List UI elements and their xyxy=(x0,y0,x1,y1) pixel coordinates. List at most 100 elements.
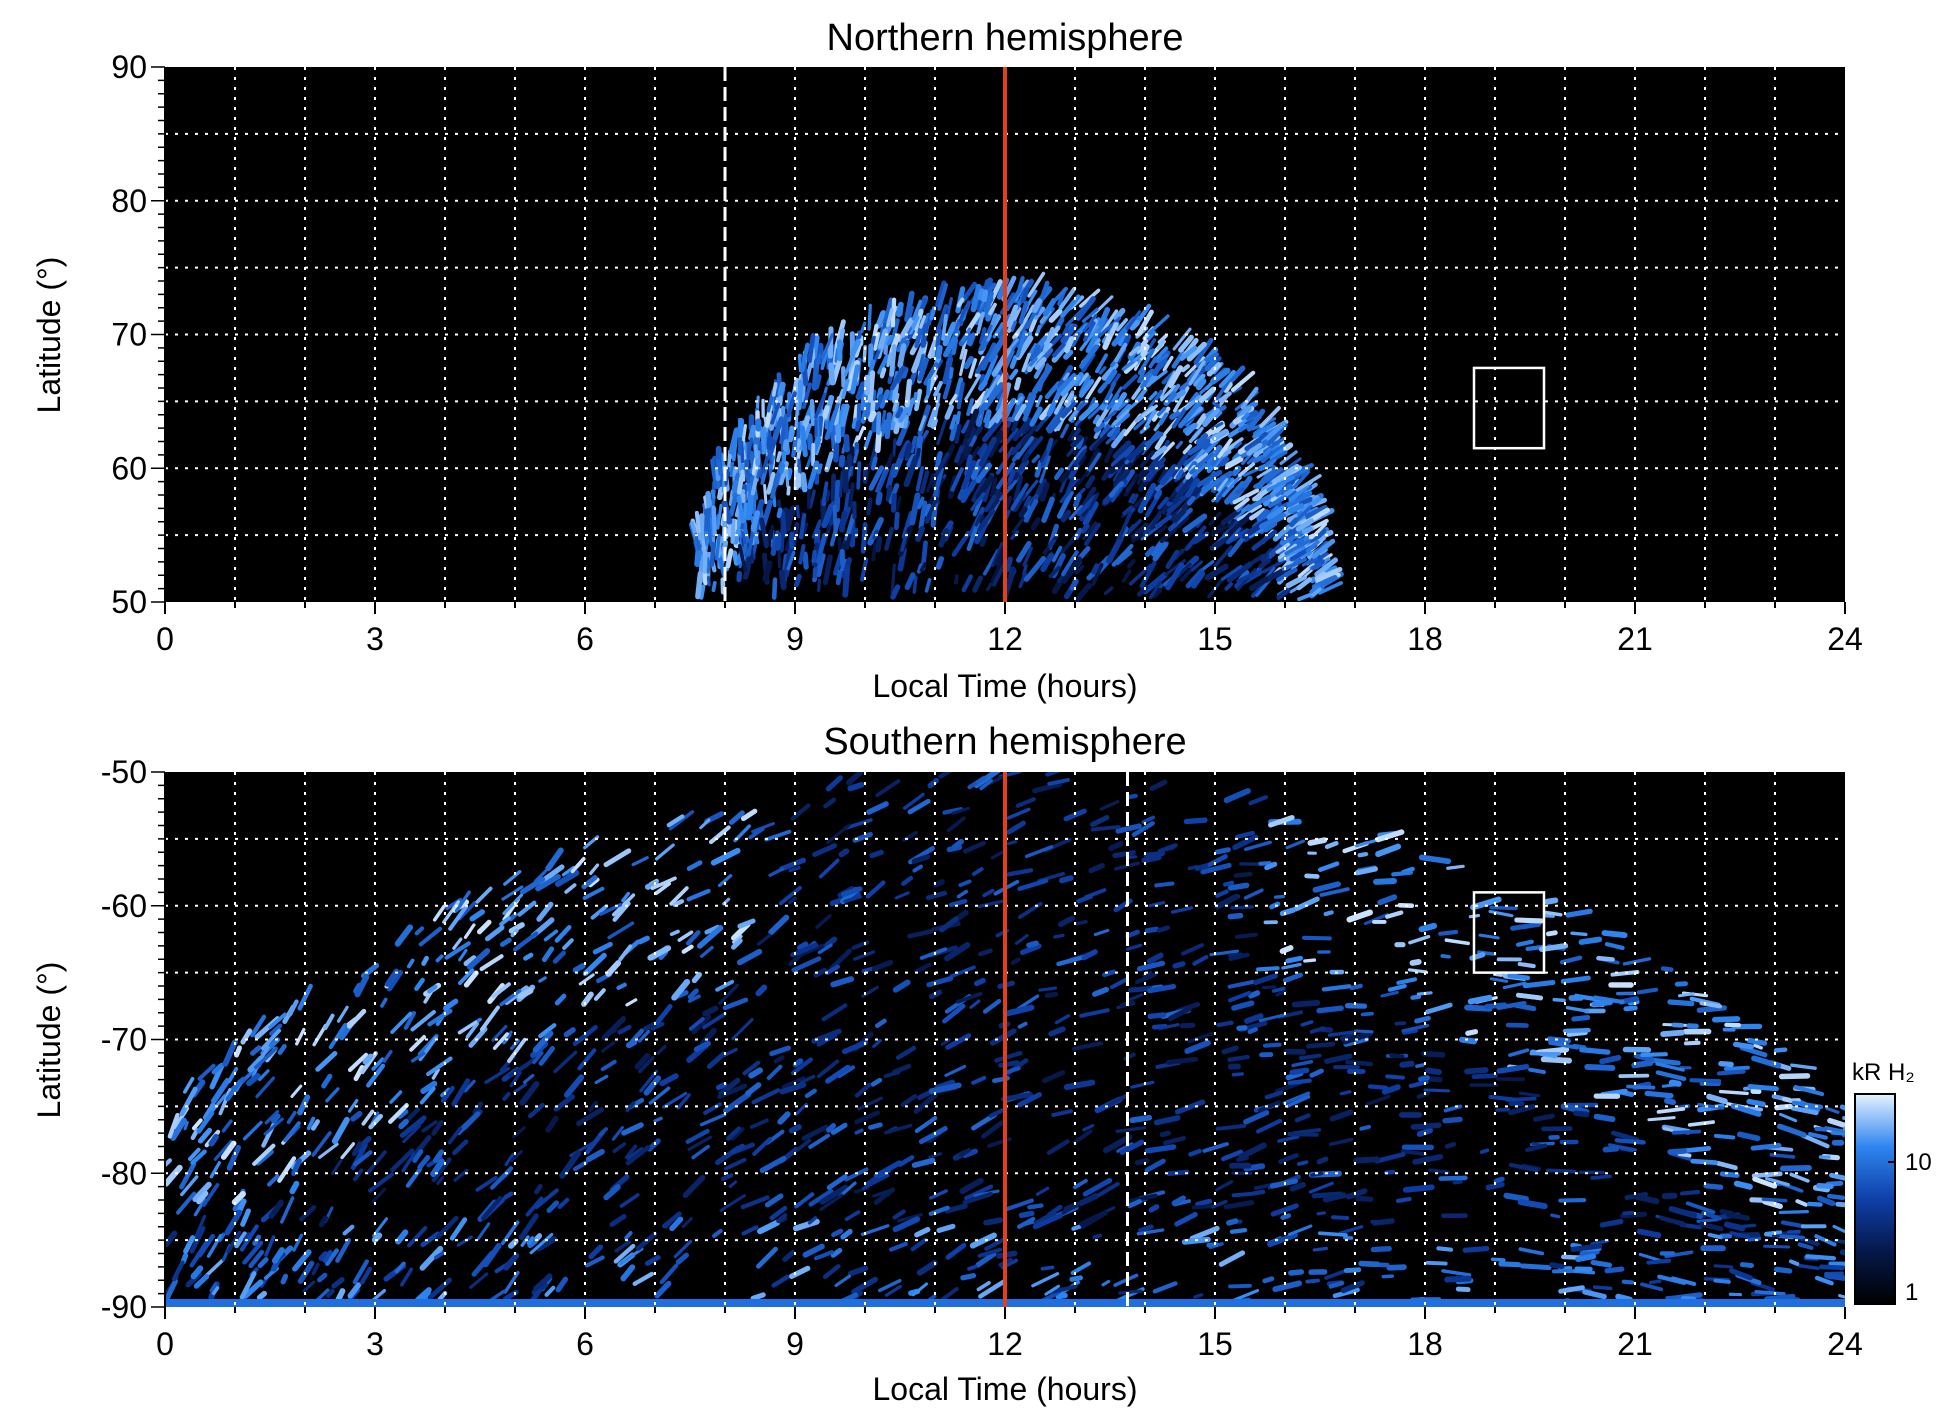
emission-streak xyxy=(1167,520,1180,532)
emission-streak xyxy=(1599,1054,1622,1065)
emission-streak xyxy=(350,1110,363,1122)
emission-streak xyxy=(846,772,864,786)
emission-streak xyxy=(1374,1152,1406,1164)
emission-streak xyxy=(231,1191,246,1206)
emission-streak xyxy=(920,323,929,348)
emission-streak xyxy=(210,1077,231,1104)
emission-streak xyxy=(994,1050,1023,1063)
emission-streak xyxy=(1156,925,1170,933)
emission-streak xyxy=(960,1273,977,1281)
emission-streak xyxy=(691,1144,710,1160)
emission-streak xyxy=(242,1120,263,1141)
emission-streak xyxy=(964,374,982,401)
emission-streak xyxy=(1018,572,1028,589)
emission-streak xyxy=(699,1113,727,1127)
emission-streak xyxy=(1147,450,1164,472)
emission-streak xyxy=(976,311,985,335)
emission-streak xyxy=(919,315,927,329)
emission-streak xyxy=(1080,523,1090,534)
emission-streak xyxy=(295,1027,306,1046)
emission-streak xyxy=(1009,354,1019,369)
emission-streak xyxy=(1127,855,1138,860)
emission-streak xyxy=(331,1116,350,1145)
emission-streak xyxy=(856,461,862,490)
emission-streak xyxy=(1186,495,1196,506)
emission-streak xyxy=(1234,441,1243,449)
emission-streak xyxy=(503,1191,514,1200)
emission-streak xyxy=(1162,355,1174,372)
emission-streak xyxy=(951,838,965,850)
emission-streak xyxy=(283,1121,301,1143)
emission-streak xyxy=(443,998,459,1011)
emission-streak xyxy=(864,1175,880,1187)
emission-streak xyxy=(1190,560,1204,572)
emission-streak xyxy=(970,283,982,313)
emission-streak xyxy=(1232,488,1260,505)
emission-streak xyxy=(778,569,787,591)
emission-streak xyxy=(1385,1074,1405,1080)
emission-streak xyxy=(1257,1100,1281,1113)
emission-streak xyxy=(942,378,952,400)
emission-streak xyxy=(1072,1041,1104,1051)
emission-streak xyxy=(764,1193,784,1208)
emission-streak xyxy=(240,1028,253,1045)
emission-streak xyxy=(912,575,918,594)
emission-streak xyxy=(1082,314,1098,333)
emission-streak xyxy=(1101,362,1119,381)
emission-streak xyxy=(677,930,694,942)
emission-streak xyxy=(397,1109,409,1119)
emission-streak xyxy=(434,1251,445,1260)
emission-streak xyxy=(314,1288,330,1303)
emission-streak xyxy=(1035,1186,1050,1196)
x-tick-label: 24 xyxy=(1827,1326,1863,1362)
emission-streak xyxy=(1359,1124,1371,1131)
emission-streak xyxy=(1102,1134,1133,1154)
emission-streak xyxy=(1098,366,1107,375)
emission-streak xyxy=(433,1149,445,1163)
x-tick-label: 21 xyxy=(1617,621,1653,657)
emission-streak xyxy=(786,485,791,496)
emission-streak xyxy=(893,511,900,531)
emission-streak xyxy=(847,1265,869,1277)
emission-streak xyxy=(310,1119,320,1131)
emission-streak xyxy=(728,427,740,455)
emission-streak xyxy=(833,442,840,463)
emission-streak xyxy=(323,1013,335,1031)
emission-streak xyxy=(973,772,1001,789)
emission-streak xyxy=(453,1168,469,1182)
emission-streak xyxy=(717,1083,748,1100)
emission-streak xyxy=(691,971,703,984)
emission-streak xyxy=(941,313,948,341)
emission-streak xyxy=(1247,1027,1258,1035)
emission-streak xyxy=(1723,1065,1750,1071)
emission-streak xyxy=(979,303,987,313)
emission-streak xyxy=(1238,1142,1267,1160)
emission-streak xyxy=(1533,1113,1555,1122)
emission-streak xyxy=(730,1126,745,1141)
emission-streak xyxy=(717,874,733,888)
emission-streak xyxy=(1761,1197,1788,1203)
emission-streak xyxy=(705,557,711,574)
emission-streak xyxy=(737,918,756,929)
emission-streak xyxy=(1753,1043,1763,1050)
emission-streak xyxy=(1256,467,1272,479)
emission-streak xyxy=(315,1050,338,1072)
emission-streak xyxy=(366,1063,386,1088)
emission-streak xyxy=(192,1181,212,1202)
emission-streak xyxy=(366,1150,387,1175)
emission-streak xyxy=(718,1077,741,1097)
emission-streak xyxy=(1033,1211,1057,1227)
emission-streak xyxy=(1224,437,1244,452)
emission-streak xyxy=(768,867,785,877)
emission-streak xyxy=(197,1233,216,1258)
emission-streak xyxy=(1575,1253,1597,1263)
emission-streak xyxy=(1018,304,1035,332)
emission-streak xyxy=(1291,1059,1314,1068)
emission-streak xyxy=(1044,381,1061,400)
emission-streak xyxy=(1248,990,1261,999)
emission-streak xyxy=(1640,1052,1668,1058)
emission-streak xyxy=(1679,1189,1701,1196)
emission-streak xyxy=(1825,1106,1840,1114)
emission-streak xyxy=(533,869,548,884)
emission-streak xyxy=(1017,1021,1028,1029)
